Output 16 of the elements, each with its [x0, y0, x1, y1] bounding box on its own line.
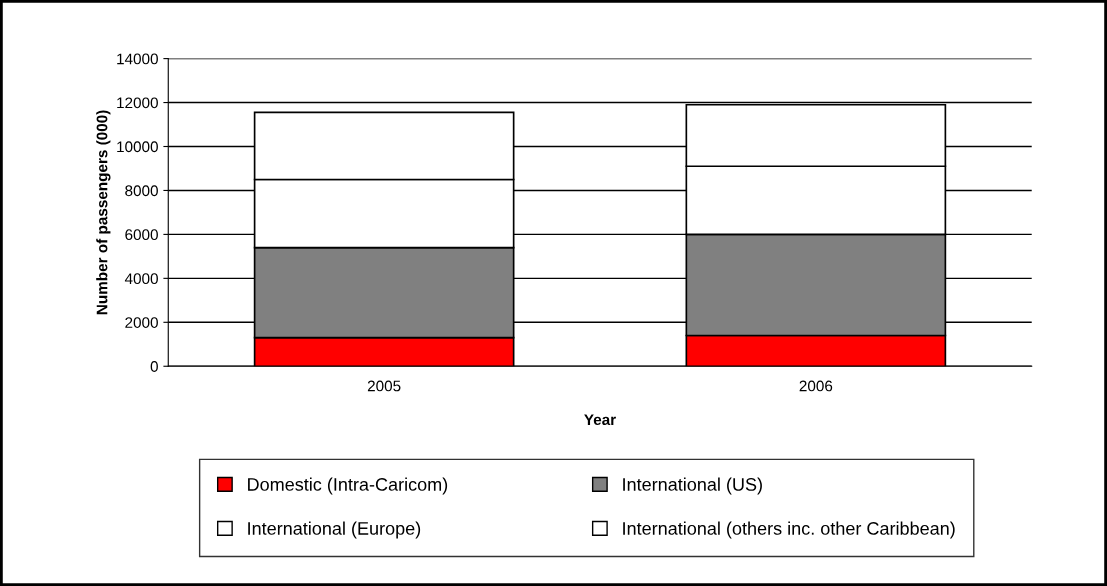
- y-tick-label: 6000: [125, 229, 158, 241]
- legend-label: International (US): [623, 477, 762, 495]
- legend-label: Domestic (Intra-Caricom): [248, 477, 448, 495]
- y-tick-label: 2000: [125, 317, 158, 328]
- y-tick-label: 14000: [117, 53, 158, 65]
- y-tick-label: 10000: [117, 141, 158, 153]
- x-axis-title: Year: [584, 414, 616, 426]
- x-tick-label: 2006: [799, 380, 833, 392]
- y-tick-label: 0: [150, 361, 158, 372]
- y-axis-title: Number of passengers (000): [96, 110, 111, 315]
- legend-label: International (Europe): [248, 521, 421, 539]
- y-tick-label: 4000: [124, 273, 158, 285]
- x-tick-label: 2005: [367, 380, 401, 392]
- y-tick-label: 12000: [117, 97, 158, 109]
- y-tick-label: 8000: [125, 185, 158, 197]
- legend-label: International (others inc. other Caribbean): [623, 521, 955, 539]
